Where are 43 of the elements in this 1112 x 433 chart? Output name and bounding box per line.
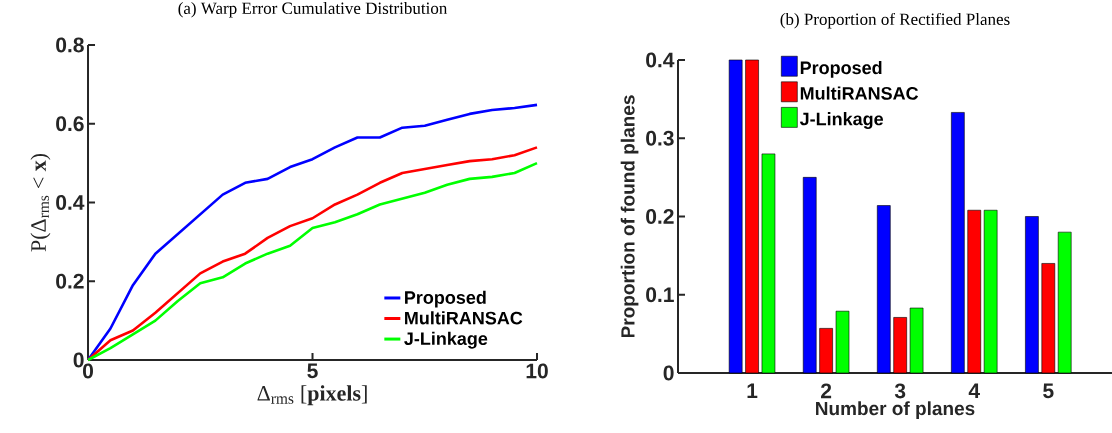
y-tick-label: 0.1 — [646, 287, 674, 303]
legend-label: Proposed — [800, 60, 882, 78]
x-tick-label: 5 — [1043, 383, 1054, 399]
bar — [893, 317, 907, 374]
y-tick-label: 0 — [73, 352, 84, 368]
bar — [909, 307, 924, 374]
bar — [728, 59, 743, 374]
bar — [983, 209, 998, 374]
y-tick-label: 0.2 — [646, 209, 674, 224]
legend-label: J-Linkage — [404, 331, 488, 349]
bar — [951, 112, 965, 374]
x-tick-label: 2 — [821, 383, 832, 399]
y-axis-title: Proportion of found planes — [620, 95, 639, 338]
bar — [876, 205, 891, 374]
x-tick-label: 5 — [307, 363, 318, 379]
x-tick-label: 4 — [968, 383, 980, 398]
bar — [1025, 216, 1039, 374]
y-tick-label: 0.3 — [646, 130, 674, 146]
y-tick-label: 0.8 — [56, 37, 84, 53]
x-tick-label: 1 — [747, 383, 758, 398]
chart-title: (a) Warp Error Cumulative Distribution — [178, 2, 448, 18]
legend-label: MultiRANSAC — [405, 311, 523, 325]
legend-label: J-Linkage — [799, 112, 884, 129]
y-tick-label: 0.2 — [56, 273, 84, 289]
bar — [967, 209, 982, 374]
x-tick-label: 10 — [526, 363, 548, 379]
chart-title: (b) Proportion of Rectified Planes — [780, 12, 1010, 29]
y-tick-label: 0.4 — [56, 195, 85, 210]
bar — [819, 328, 833, 374]
bar — [745, 59, 759, 374]
bar — [761, 153, 776, 374]
x-axis-title: Δ$_{rms}$ [pixels] — [257, 385, 367, 406]
y-axis-title: P(Δ$_{rms}$ < x) — [30, 153, 51, 252]
x-axis-title: Number of planes — [816, 401, 975, 419]
bar — [1057, 231, 1072, 374]
bar — [835, 310, 850, 374]
legend-label: MultiRANSAC — [800, 86, 919, 100]
x-tick-label: 3 — [894, 383, 906, 399]
bar — [802, 177, 817, 374]
bar — [1041, 263, 1056, 374]
legend-label: Proposed — [405, 290, 486, 308]
y-tick-label: 0.4 — [646, 52, 675, 68]
y-tick-label: 0.6 — [56, 116, 84, 132]
